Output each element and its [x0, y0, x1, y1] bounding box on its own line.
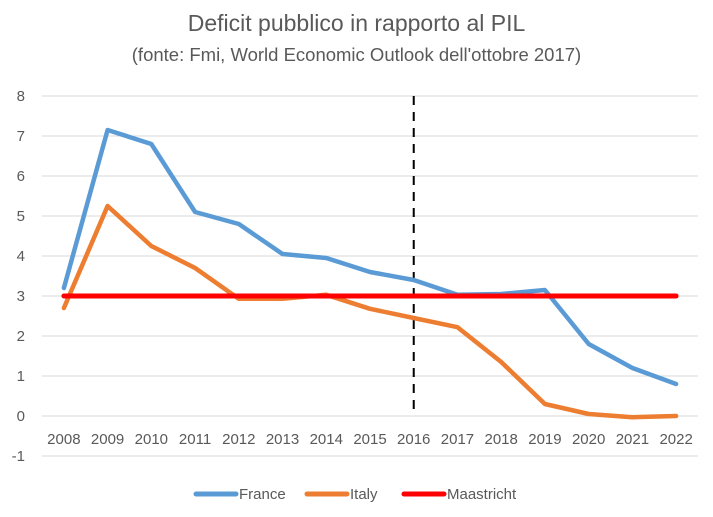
x-tick-label: 2013 [266, 431, 299, 448]
series-lines [61, 127, 679, 420]
legend-label-maastricht: Maastricht [447, 486, 517, 503]
y-tick-label: 5 [17, 208, 25, 225]
y-tick-label: 4 [17, 248, 25, 265]
x-tick-label: 2016 [397, 431, 430, 448]
y-axis-ticks: -1 0 1 2 3 4 5 6 7 8 [12, 88, 25, 465]
gridlines [42, 95, 698, 457]
y-tick-label: 2 [17, 328, 25, 345]
legend: France Italy Maastricht [193, 486, 517, 503]
x-tick-label: 2008 [47, 431, 80, 448]
x-tick-label: 2009 [91, 431, 124, 448]
series-line-france [61, 127, 679, 387]
y-tick-label: 7 [17, 128, 25, 145]
x-tick-label: 2014 [310, 431, 343, 448]
chart-title: Deficit pubblico in rapporto al PIL [187, 10, 526, 36]
legend-label-france: France [239, 486, 286, 503]
x-tick-label: 2012 [222, 431, 255, 448]
y-tick-label: 3 [17, 288, 25, 305]
legend-label-italy: Italy [350, 486, 378, 503]
y-tick-label: 0 [17, 408, 25, 425]
series-line-italy [61, 203, 679, 420]
x-tick-label: 2011 [179, 431, 211, 448]
y-tick-label: -1 [12, 448, 25, 465]
x-tick-label: 2015 [353, 431, 386, 448]
y-tick-label: 8 [17, 88, 25, 105]
x-tick-label: 2018 [485, 431, 518, 448]
x-tick-label: 2021 [616, 431, 649, 448]
x-tick-label: 2020 [572, 431, 605, 448]
y-tick-label: 1 [17, 368, 25, 385]
y-tick-label: 6 [17, 168, 25, 185]
x-tick-label: 2022 [659, 431, 692, 448]
x-tick-label: 2017 [441, 431, 474, 448]
x-tick-label: 2010 [135, 431, 168, 448]
x-axis-ticks: 2008 2009 2010 2011 2012 2013 2014 2015 2016 2017… [47, 431, 693, 448]
x-tick-label: 2019 [528, 431, 561, 448]
chart-subtitle: (fonte: Fmi, World Economic Outlook dell… [131, 44, 582, 65]
